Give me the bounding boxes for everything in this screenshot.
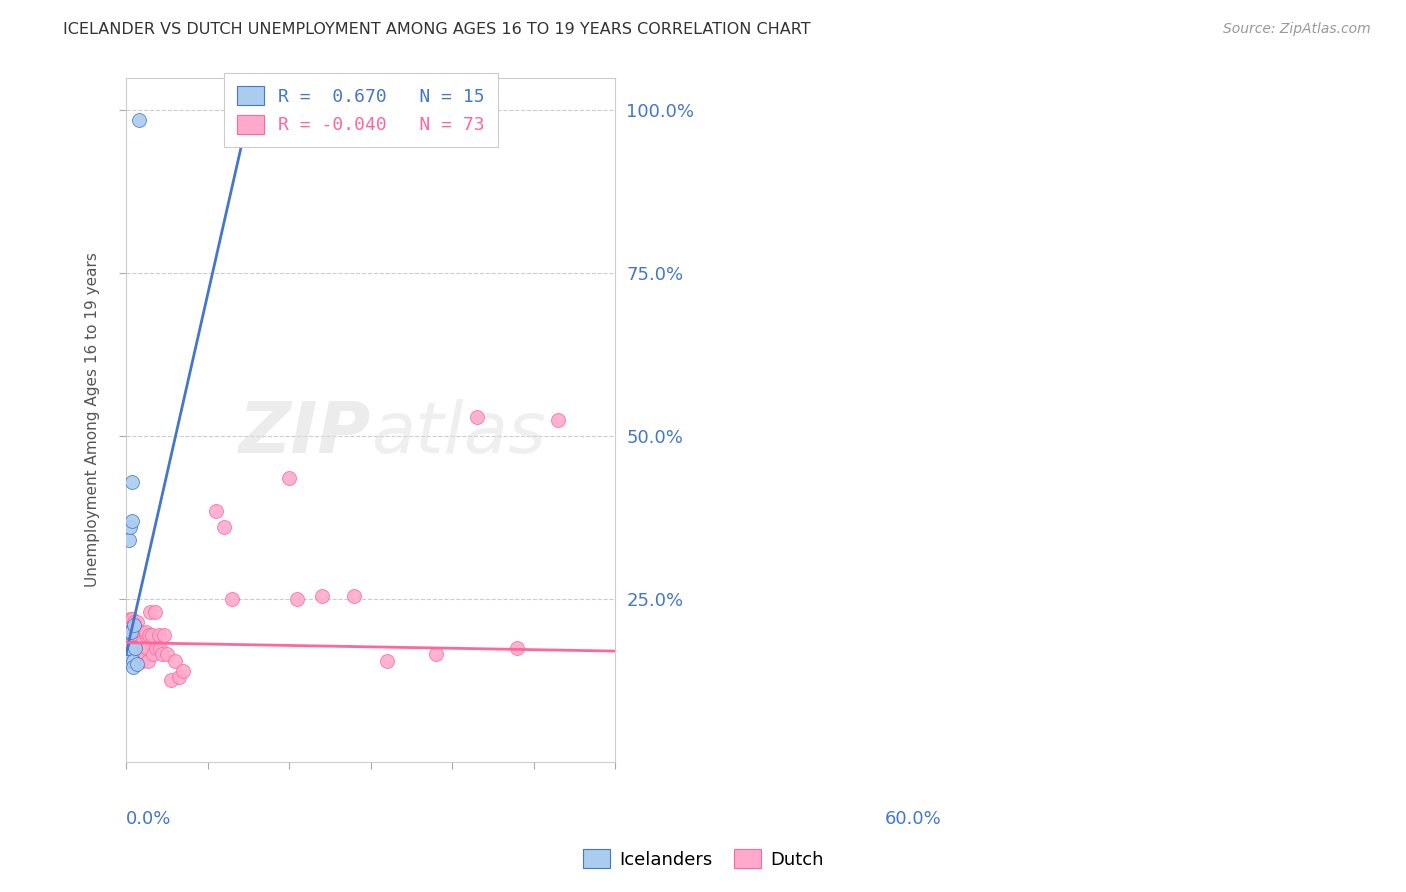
Point xyxy=(117,644,139,658)
Point xyxy=(143,605,166,619)
Y-axis label: Unemployment Among Ages 16 to 19 years: Unemployment Among Ages 16 to 19 years xyxy=(86,252,100,587)
Point xyxy=(122,640,145,655)
Point xyxy=(121,624,143,639)
Point xyxy=(285,591,308,606)
Point xyxy=(135,628,157,642)
Point xyxy=(547,413,569,427)
Point xyxy=(120,615,142,629)
Point xyxy=(506,640,529,655)
Point xyxy=(121,650,143,665)
Point xyxy=(122,654,145,668)
Point xyxy=(128,644,150,658)
Point xyxy=(120,640,142,655)
Point xyxy=(120,520,142,534)
Point xyxy=(120,611,142,625)
Point xyxy=(125,648,148,662)
Point xyxy=(121,644,143,658)
Point xyxy=(124,640,146,655)
Point xyxy=(311,589,333,603)
Point xyxy=(129,624,152,639)
Point xyxy=(148,628,170,642)
Point xyxy=(121,514,143,528)
Point xyxy=(124,628,146,642)
Point xyxy=(120,624,142,639)
Point xyxy=(131,648,153,662)
Point xyxy=(124,648,146,662)
Point xyxy=(131,654,153,668)
Point xyxy=(121,634,143,648)
Point xyxy=(127,628,149,642)
Point xyxy=(204,504,226,518)
Point xyxy=(118,654,141,668)
Point xyxy=(122,618,145,632)
Point xyxy=(375,654,398,668)
Point xyxy=(156,648,179,662)
Point xyxy=(118,533,141,548)
Point xyxy=(145,640,167,655)
Point xyxy=(121,654,143,668)
Point xyxy=(149,640,172,655)
Point xyxy=(167,670,190,684)
Point xyxy=(125,644,148,658)
Point xyxy=(120,650,142,665)
Point xyxy=(127,615,149,629)
Point xyxy=(125,634,148,648)
Point xyxy=(118,640,141,655)
Point xyxy=(117,624,139,639)
Point xyxy=(160,673,183,688)
Point xyxy=(117,640,139,655)
Point xyxy=(221,591,243,606)
Point xyxy=(120,640,142,655)
Point xyxy=(172,664,194,678)
Point xyxy=(125,640,148,655)
Point xyxy=(163,654,186,668)
Point xyxy=(121,475,143,489)
Point xyxy=(128,638,150,652)
Point xyxy=(128,113,150,128)
Point xyxy=(278,471,301,485)
Legend: R =  0.670   N = 15, R = -0.040   N = 73: R = 0.670 N = 15, R = -0.040 N = 73 xyxy=(224,73,498,147)
Point xyxy=(120,654,142,668)
Point xyxy=(118,624,141,639)
Point xyxy=(118,628,141,642)
Point xyxy=(141,628,163,642)
Text: 60.0%: 60.0% xyxy=(884,810,942,828)
Point xyxy=(120,624,142,639)
Point xyxy=(122,648,145,662)
Point xyxy=(121,628,143,642)
Point xyxy=(465,409,488,424)
Point xyxy=(138,628,160,642)
Text: 0.0%: 0.0% xyxy=(127,810,172,828)
Point xyxy=(127,654,149,668)
Text: ZIP: ZIP xyxy=(239,399,371,468)
Point xyxy=(132,634,155,648)
Point xyxy=(132,640,155,655)
Point xyxy=(152,628,174,642)
Point xyxy=(121,611,143,625)
Point xyxy=(117,654,139,668)
Point xyxy=(142,648,165,662)
Point xyxy=(134,648,156,662)
Point xyxy=(135,624,157,639)
Text: atlas: atlas xyxy=(371,399,546,468)
Point xyxy=(125,657,148,672)
Point xyxy=(122,615,145,629)
Text: ICELANDER VS DUTCH UNEMPLOYMENT AMONG AGES 16 TO 19 YEARS CORRELATION CHART: ICELANDER VS DUTCH UNEMPLOYMENT AMONG AG… xyxy=(63,22,811,37)
Legend: Icelanders, Dutch: Icelanders, Dutch xyxy=(575,842,831,876)
Text: Source: ZipAtlas.com: Source: ZipAtlas.com xyxy=(1223,22,1371,37)
Point xyxy=(343,589,366,603)
Point xyxy=(122,660,145,674)
Point xyxy=(117,648,139,662)
Point xyxy=(136,640,159,655)
Point xyxy=(136,654,159,668)
Point xyxy=(120,640,142,655)
Point xyxy=(127,628,149,642)
Point xyxy=(212,520,235,534)
Point xyxy=(425,648,447,662)
Point xyxy=(122,628,145,642)
Point xyxy=(139,605,162,619)
Point xyxy=(150,648,173,662)
